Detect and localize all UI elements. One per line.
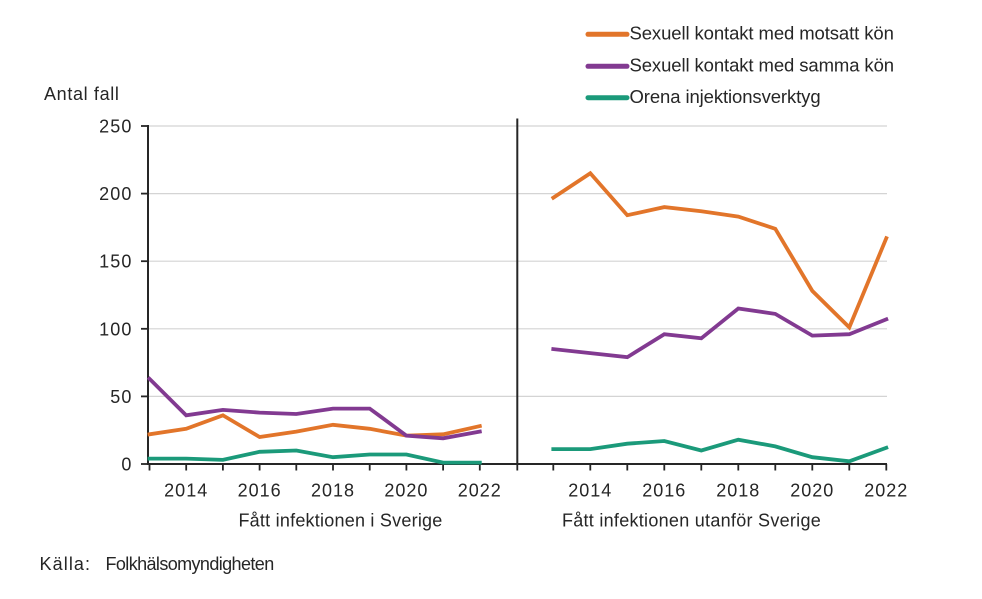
svg-text:2018: 2018 bbox=[311, 481, 355, 501]
svg-text:250: 250 bbox=[99, 117, 132, 137]
svg-text:2016: 2016 bbox=[238, 481, 282, 501]
svg-text:Sexuell kontakt med samma kön: Sexuell kontakt med samma kön bbox=[630, 55, 894, 76]
svg-text:50: 50 bbox=[110, 387, 132, 407]
svg-text:2022: 2022 bbox=[864, 481, 908, 501]
svg-text:200: 200 bbox=[99, 184, 132, 204]
svg-text:2018: 2018 bbox=[716, 481, 760, 501]
svg-text:2022: 2022 bbox=[458, 481, 502, 501]
svg-text:Fått infektionen i Sverige: Fått infektionen i Sverige bbox=[238, 511, 442, 531]
svg-text:2014: 2014 bbox=[164, 481, 208, 501]
svg-text:100: 100 bbox=[99, 319, 132, 339]
svg-text:2016: 2016 bbox=[642, 481, 686, 501]
svg-text:150: 150 bbox=[99, 252, 132, 272]
svg-text:Fått infektionen utanför Sveri: Fått infektionen utanför Sverige bbox=[562, 511, 821, 531]
svg-text:Orena injektionsverktyg: Orena injektionsverktyg bbox=[630, 86, 821, 107]
svg-text:Sexuell kontakt med motsatt kö: Sexuell kontakt med motsatt kön bbox=[630, 23, 894, 44]
svg-text:2020: 2020 bbox=[790, 481, 834, 501]
svg-text:Antal fall: Antal fall bbox=[44, 84, 120, 104]
svg-text:0: 0 bbox=[121, 455, 132, 475]
svg-text:Folkhälsomyndigheten: Folkhälsomyndigheten bbox=[106, 554, 274, 574]
svg-text:Källa:: Källa: bbox=[40, 554, 92, 574]
svg-text:2020: 2020 bbox=[384, 481, 428, 501]
svg-text:2014: 2014 bbox=[568, 481, 612, 501]
